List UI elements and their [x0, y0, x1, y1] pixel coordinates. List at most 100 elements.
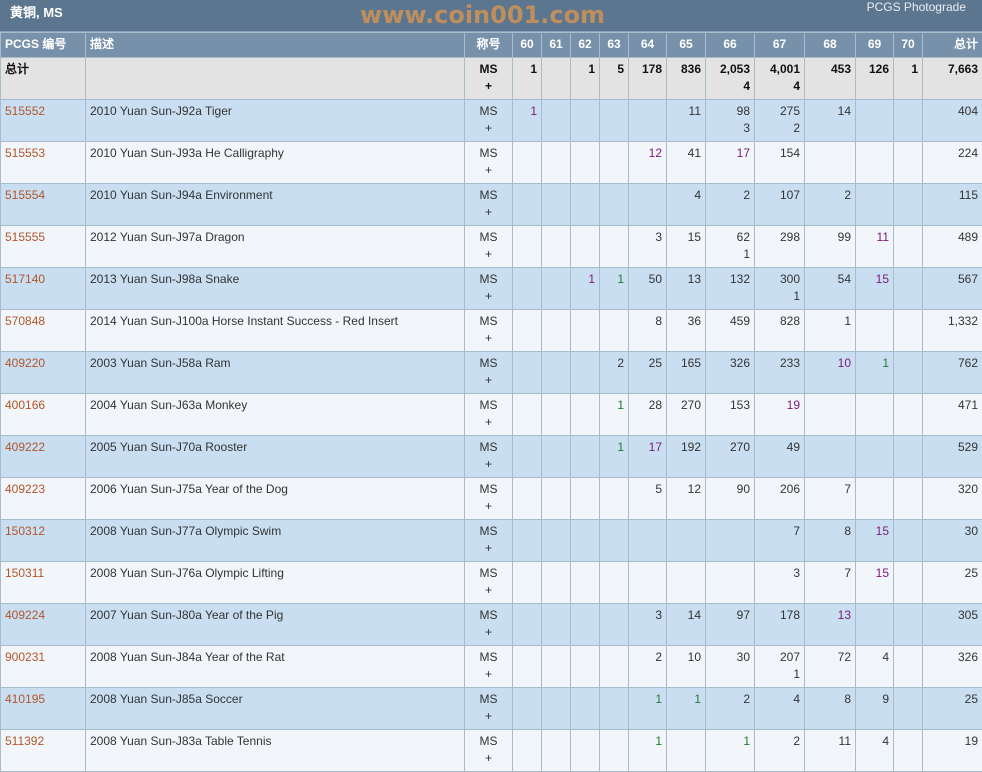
- grade-count[interactable]: 489: [923, 226, 982, 268]
- grade-count[interactable]: 762: [923, 352, 982, 394]
- grade-count[interactable]: 25: [923, 688, 982, 730]
- pcgs-number-link[interactable]: 409223: [1, 478, 86, 520]
- pcgs-number-link[interactable]: 150311: [1, 562, 86, 604]
- grade-count[interactable]: 567: [923, 268, 982, 310]
- column-header[interactable]: 70: [894, 33, 923, 58]
- grade-count[interactable]: 326: [923, 646, 982, 688]
- grade-count[interactable]: 132: [706, 268, 755, 310]
- grade-count[interactable]: 233: [755, 352, 805, 394]
- grade-count[interactable]: 126: [856, 58, 894, 100]
- column-header[interactable]: 67: [755, 33, 805, 58]
- grade-count[interactable]: 320: [923, 478, 982, 520]
- grade-count[interactable]: 107: [755, 184, 805, 226]
- grade-count[interactable]: 7: [805, 562, 856, 604]
- grade-count[interactable]: 13: [667, 268, 706, 310]
- grade-count[interactable]: 2: [600, 352, 629, 394]
- pcgs-number-link[interactable]: 409222: [1, 436, 86, 478]
- grade-count[interactable]: 178: [755, 604, 805, 646]
- grade-count[interactable]: 97: [706, 604, 755, 646]
- grade-count[interactable]: 14: [667, 604, 706, 646]
- grade-count[interactable]: 1: [571, 268, 600, 310]
- grade-count[interactable]: 1: [513, 100, 542, 142]
- pcgs-number-link[interactable]: 515552: [1, 100, 86, 142]
- grade-count[interactable]: 25: [629, 352, 667, 394]
- pcgs-photograde-link[interactable]: PCGS Photograde: [867, 0, 966, 14]
- grade-count[interactable]: 270: [667, 394, 706, 436]
- grade-count[interactable]: 25: [923, 562, 982, 604]
- grade-count[interactable]: 529: [923, 436, 982, 478]
- grade-count[interactable]: 1,332: [923, 310, 982, 352]
- column-header[interactable]: 称号: [465, 33, 513, 58]
- grade-count[interactable]: 4: [856, 730, 894, 772]
- column-header[interactable]: 65: [667, 33, 706, 58]
- grade-count[interactable]: 13: [805, 604, 856, 646]
- grade-count[interactable]: 836: [667, 58, 706, 100]
- pcgs-number-link[interactable]: 409220: [1, 352, 86, 394]
- grade-count[interactable]: 50: [629, 268, 667, 310]
- grade-count[interactable]: 7: [755, 520, 805, 562]
- grade-count[interactable]: 1: [629, 688, 667, 730]
- grade-count[interactable]: 15: [856, 520, 894, 562]
- pcgs-number-link[interactable]: 511392: [1, 730, 86, 772]
- grade-count[interactable]: 153: [706, 394, 755, 436]
- grade-count[interactable]: 11: [667, 100, 706, 142]
- column-header[interactable]: 66: [706, 33, 755, 58]
- grade-count[interactable]: 41: [667, 142, 706, 184]
- grade-count[interactable]: 19: [755, 394, 805, 436]
- grade-count[interactable]: 459: [706, 310, 755, 352]
- grade-count[interactable]: 12: [629, 142, 667, 184]
- grade-count[interactable]: 99: [805, 226, 856, 268]
- grade-count[interactable]: 5: [600, 58, 629, 100]
- column-header[interactable]: 总计: [923, 33, 982, 58]
- pcgs-number-link[interactable]: 150312: [1, 520, 86, 562]
- grade-count[interactable]: 30: [706, 646, 755, 688]
- grade-count[interactable]: 4: [755, 688, 805, 730]
- pcgs-number-link[interactable]: 515555: [1, 226, 86, 268]
- grade-count[interactable]: 1: [571, 58, 600, 100]
- grade-count[interactable]: 192: [667, 436, 706, 478]
- grade-count[interactable]: 206: [755, 478, 805, 520]
- grade-count[interactable]: 7,663: [923, 58, 982, 100]
- grade-count[interactable]: 12: [667, 478, 706, 520]
- grade-count[interactable]: 14: [805, 100, 856, 142]
- column-header[interactable]: 69: [856, 33, 894, 58]
- grade-count[interactable]: 4: [856, 646, 894, 688]
- grade-count[interactable]: 54: [805, 268, 856, 310]
- grade-count[interactable]: 30: [923, 520, 982, 562]
- grade-count[interactable]: 72: [805, 646, 856, 688]
- grade-count[interactable]: 404: [923, 100, 982, 142]
- grade-count[interactable]: 1: [513, 58, 542, 100]
- grade-count[interactable]: 4: [667, 184, 706, 226]
- grade-count[interactable]: 453: [805, 58, 856, 100]
- grade-count[interactable]: 154: [755, 142, 805, 184]
- grade-count[interactable]: 90: [706, 478, 755, 520]
- grade-count[interactable]: 224: [923, 142, 982, 184]
- grade-count[interactable]: 17: [629, 436, 667, 478]
- grade-count[interactable]: 10: [805, 352, 856, 394]
- grade-count[interactable]: 3: [629, 226, 667, 268]
- grade-count[interactable]: 1: [600, 436, 629, 478]
- grade-count[interactable]: 19: [923, 730, 982, 772]
- grade-count[interactable]: 1: [600, 394, 629, 436]
- grade-count[interactable]: 326: [706, 352, 755, 394]
- pcgs-number-link[interactable]: 570848: [1, 310, 86, 352]
- column-header[interactable]: 60: [513, 33, 542, 58]
- grade-count[interactable]: 2: [755, 730, 805, 772]
- grade-count[interactable]: 8: [805, 520, 856, 562]
- grade-count[interactable]: 15: [856, 562, 894, 604]
- grade-count[interactable]: 49: [755, 436, 805, 478]
- column-header[interactable]: 61: [542, 33, 571, 58]
- pcgs-number-link[interactable]: 410195: [1, 688, 86, 730]
- column-header[interactable]: 63: [600, 33, 629, 58]
- grade-count[interactable]: 11: [856, 226, 894, 268]
- grade-count[interactable]: 298: [755, 226, 805, 268]
- grade-count[interactable]: 305: [923, 604, 982, 646]
- grade-count[interactable]: 2: [706, 688, 755, 730]
